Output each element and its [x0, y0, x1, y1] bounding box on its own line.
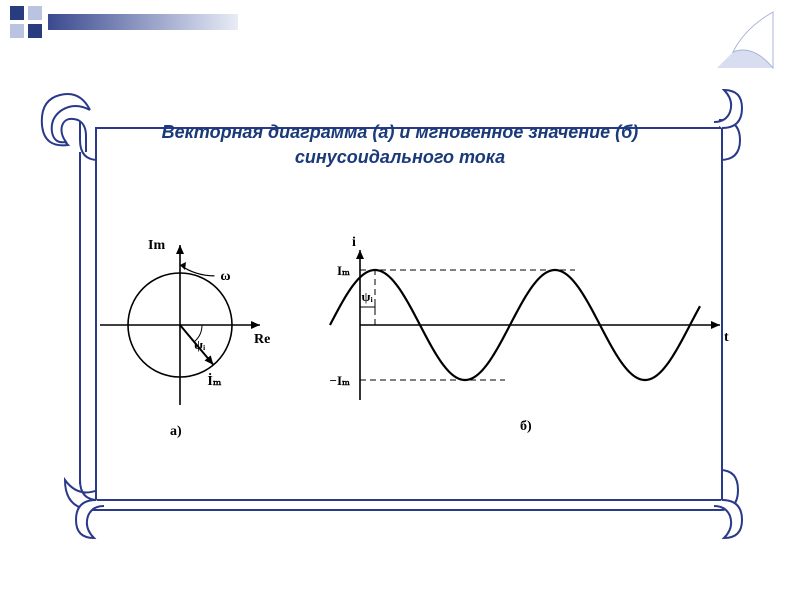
- corner-curl-icon: [715, 10, 775, 70]
- top-squares-decoration: [0, 0, 250, 45]
- title-line2: синусоидального тока: [295, 147, 505, 167]
- svg-text:Im: Im: [148, 238, 165, 253]
- svg-text:i: i: [352, 235, 356, 250]
- svg-text:а): а): [170, 424, 182, 439]
- svg-text:б): б): [520, 419, 532, 434]
- svg-text:ψᵢ: ψᵢ: [194, 337, 206, 352]
- svg-text:ψᵢ: ψᵢ: [362, 289, 374, 304]
- svg-text:Iₘ: Iₘ: [337, 263, 350, 278]
- svg-text:Re: Re: [254, 332, 270, 347]
- diagrams: Im Re ω ψᵢ İₘ а) i t Iₘ −Iₘ ψᵢ б): [70, 230, 730, 480]
- page-title: Векторная диаграмма (а) и мгновенное зна…: [0, 120, 800, 170]
- svg-text:ω: ω: [220, 269, 230, 284]
- svg-text:−Iₘ: −Iₘ: [330, 373, 350, 388]
- title-line1: Векторная диаграмма (а) и мгновенное зна…: [162, 122, 639, 142]
- svg-text:İₘ: İₘ: [207, 372, 221, 389]
- svg-text:t: t: [724, 330, 729, 345]
